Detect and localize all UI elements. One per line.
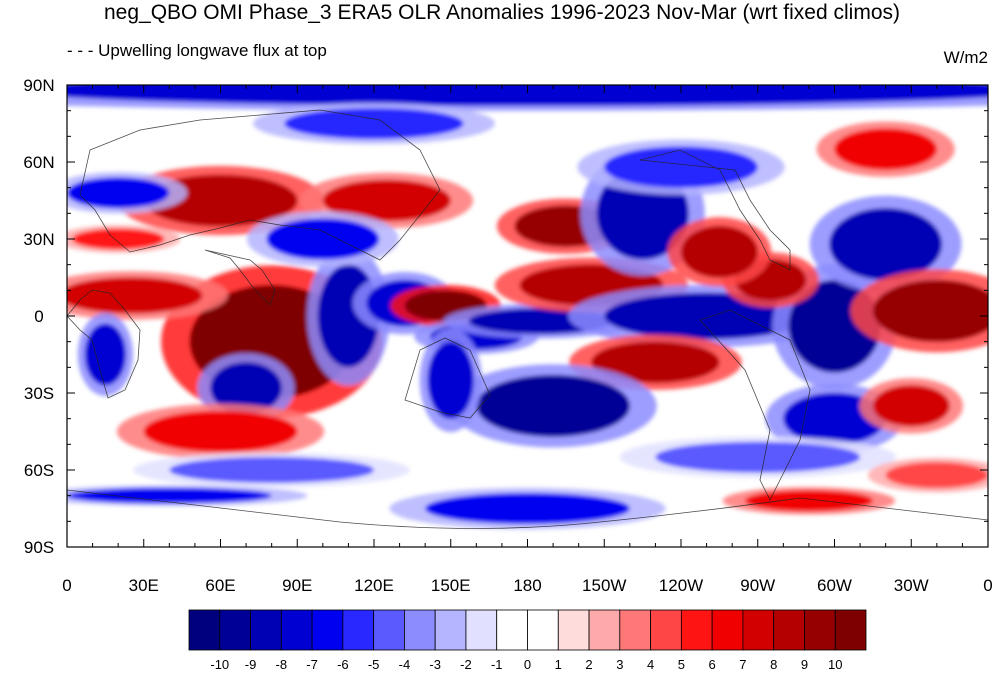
x-tick-label: 90E: [282, 576, 312, 595]
anomaly-region: [655, 441, 861, 473]
colorbar-box: [619, 609, 651, 651]
colorbar-box: [373, 609, 405, 651]
colorbar-label: -1: [491, 657, 503, 672]
x-tick-label: 0: [983, 576, 992, 595]
y-tick-label: 30S: [24, 384, 54, 403]
colorbar-label: -2: [460, 657, 472, 672]
colorbar-box: [404, 609, 436, 651]
x-axis-labels: 0 30E 60E 90E 120E 150E 180 150W 120W 90W 60W 30W 0: [62, 576, 992, 595]
x-tick-label: 180: [513, 576, 541, 595]
anomaly-region: [169, 457, 374, 483]
x-tick-label: 120W: [659, 576, 703, 595]
x-tick-label: 150E: [431, 576, 471, 595]
colorbar-label: 8: [770, 657, 777, 672]
x-tick-label: 30E: [129, 576, 159, 595]
colorbar-box: [711, 609, 744, 651]
colorbar-labels: -10 -9 -8 -7 -6 -5 -4 -3 -2 -1 0 1 2 3 4 5 6 7 8 9 10: [210, 657, 842, 672]
y-tick-label: 90N: [23, 76, 54, 95]
colorbar-label: -3: [429, 657, 441, 672]
y-tick-label: 60S: [24, 461, 54, 480]
colorbar-box: [588, 609, 621, 651]
colorbar-label: 4: [647, 657, 654, 672]
colorbar-label: -4: [399, 657, 411, 672]
colorbar-box: [496, 609, 528, 651]
anomaly-region: [210, 362, 282, 414]
colorbar-box: [342, 609, 375, 651]
anomaly-region: [427, 341, 474, 419]
colorbar-box: [311, 609, 344, 651]
colorbar-box: [650, 609, 682, 651]
anomaly-region: [67, 277, 203, 314]
colorbar-label: 10: [828, 657, 842, 672]
colorbar-label: -8: [276, 657, 288, 672]
colorbar-box: [557, 609, 590, 651]
anomaly-region: [681, 226, 758, 278]
colorbar-box: [188, 609, 221, 651]
x-tick-label: 0: [62, 576, 71, 595]
x-tick-label: 120E: [354, 576, 394, 595]
x-tick-label: 90W: [740, 576, 775, 595]
anomaly-region: [425, 493, 630, 524]
anomaly-region: [266, 218, 380, 260]
colorbar: [188, 609, 867, 651]
colorbar-box: [250, 609, 282, 651]
anomaly-region: [834, 128, 937, 170]
x-tick-label: 60W: [817, 576, 852, 595]
colorbar-label: -9: [245, 657, 257, 672]
colorbar-label: -6: [337, 657, 349, 672]
x-tick-label: 60E: [205, 576, 235, 595]
colorbar-box: [219, 609, 251, 651]
x-tick-label: 150W: [582, 576, 626, 595]
coastlines: [67, 109, 988, 529]
colorbar-label: -5: [368, 657, 380, 672]
anomaly-region: [67, 177, 170, 209]
colorbar-box: [680, 609, 713, 651]
colorbar-label: 5: [678, 657, 685, 672]
colorbar-box: [527, 609, 559, 651]
anomaly-region: [84, 323, 126, 386]
colorbar-label: 1: [555, 657, 562, 672]
colorbar-label: 6: [709, 657, 716, 672]
colorbar-box: [834, 609, 867, 651]
anomaly-region: [143, 410, 298, 453]
colorbar-label: 2: [585, 657, 592, 672]
colorbar-label: 0: [524, 657, 531, 672]
x-tick-label: 30W: [894, 576, 929, 595]
colorbar-box: [280, 609, 313, 651]
colorbar-box: [434, 609, 467, 651]
y-tick-label: 60N: [23, 153, 54, 172]
anomaly-region: [872, 280, 988, 342]
chart-title: neg_QBO OMI Phase_3 ERA5 OLR Anomalies 1…: [104, 1, 900, 24]
anomaly-region: [67, 85, 988, 106]
colorbar-label: -7: [306, 657, 318, 672]
colorbar-label: -10: [210, 657, 229, 672]
anomaly-region: [72, 228, 165, 250]
anomaly-region: [591, 341, 720, 383]
units-label: W/m2: [944, 48, 988, 67]
anomaly-field: [67, 85, 988, 530]
y-tick-label: 0: [34, 307, 43, 326]
left-subtitle: - - - Upwelling longwave flux at top: [67, 41, 327, 60]
anomaly-region: [67, 487, 272, 504]
anomaly-region: [604, 146, 758, 188]
colorbar-box: [465, 609, 498, 651]
anomaly-region: [885, 462, 988, 488]
colorbar-label: 3: [616, 657, 623, 672]
anomaly-region: [476, 375, 630, 437]
colorbar-label: 7: [739, 657, 746, 672]
anomaly-region: [284, 108, 464, 139]
y-tick-label: 30N: [23, 230, 54, 249]
colorbar-box: [804, 609, 836, 651]
y-axis-labels: 90N 60N 30N 0 30S 60S 90S: [23, 76, 54, 557]
anomaly-region: [829, 208, 942, 281]
axis-ticks: [66, 84, 989, 548]
colorbar-box: [742, 609, 775, 651]
anomaly-region: [322, 179, 451, 222]
y-tick-label: 90S: [24, 538, 54, 557]
colorbar-box: [773, 609, 805, 651]
anomaly-region: [744, 490, 873, 512]
anomaly-region: [872, 385, 950, 427]
colorbar-label: 9: [801, 657, 808, 672]
